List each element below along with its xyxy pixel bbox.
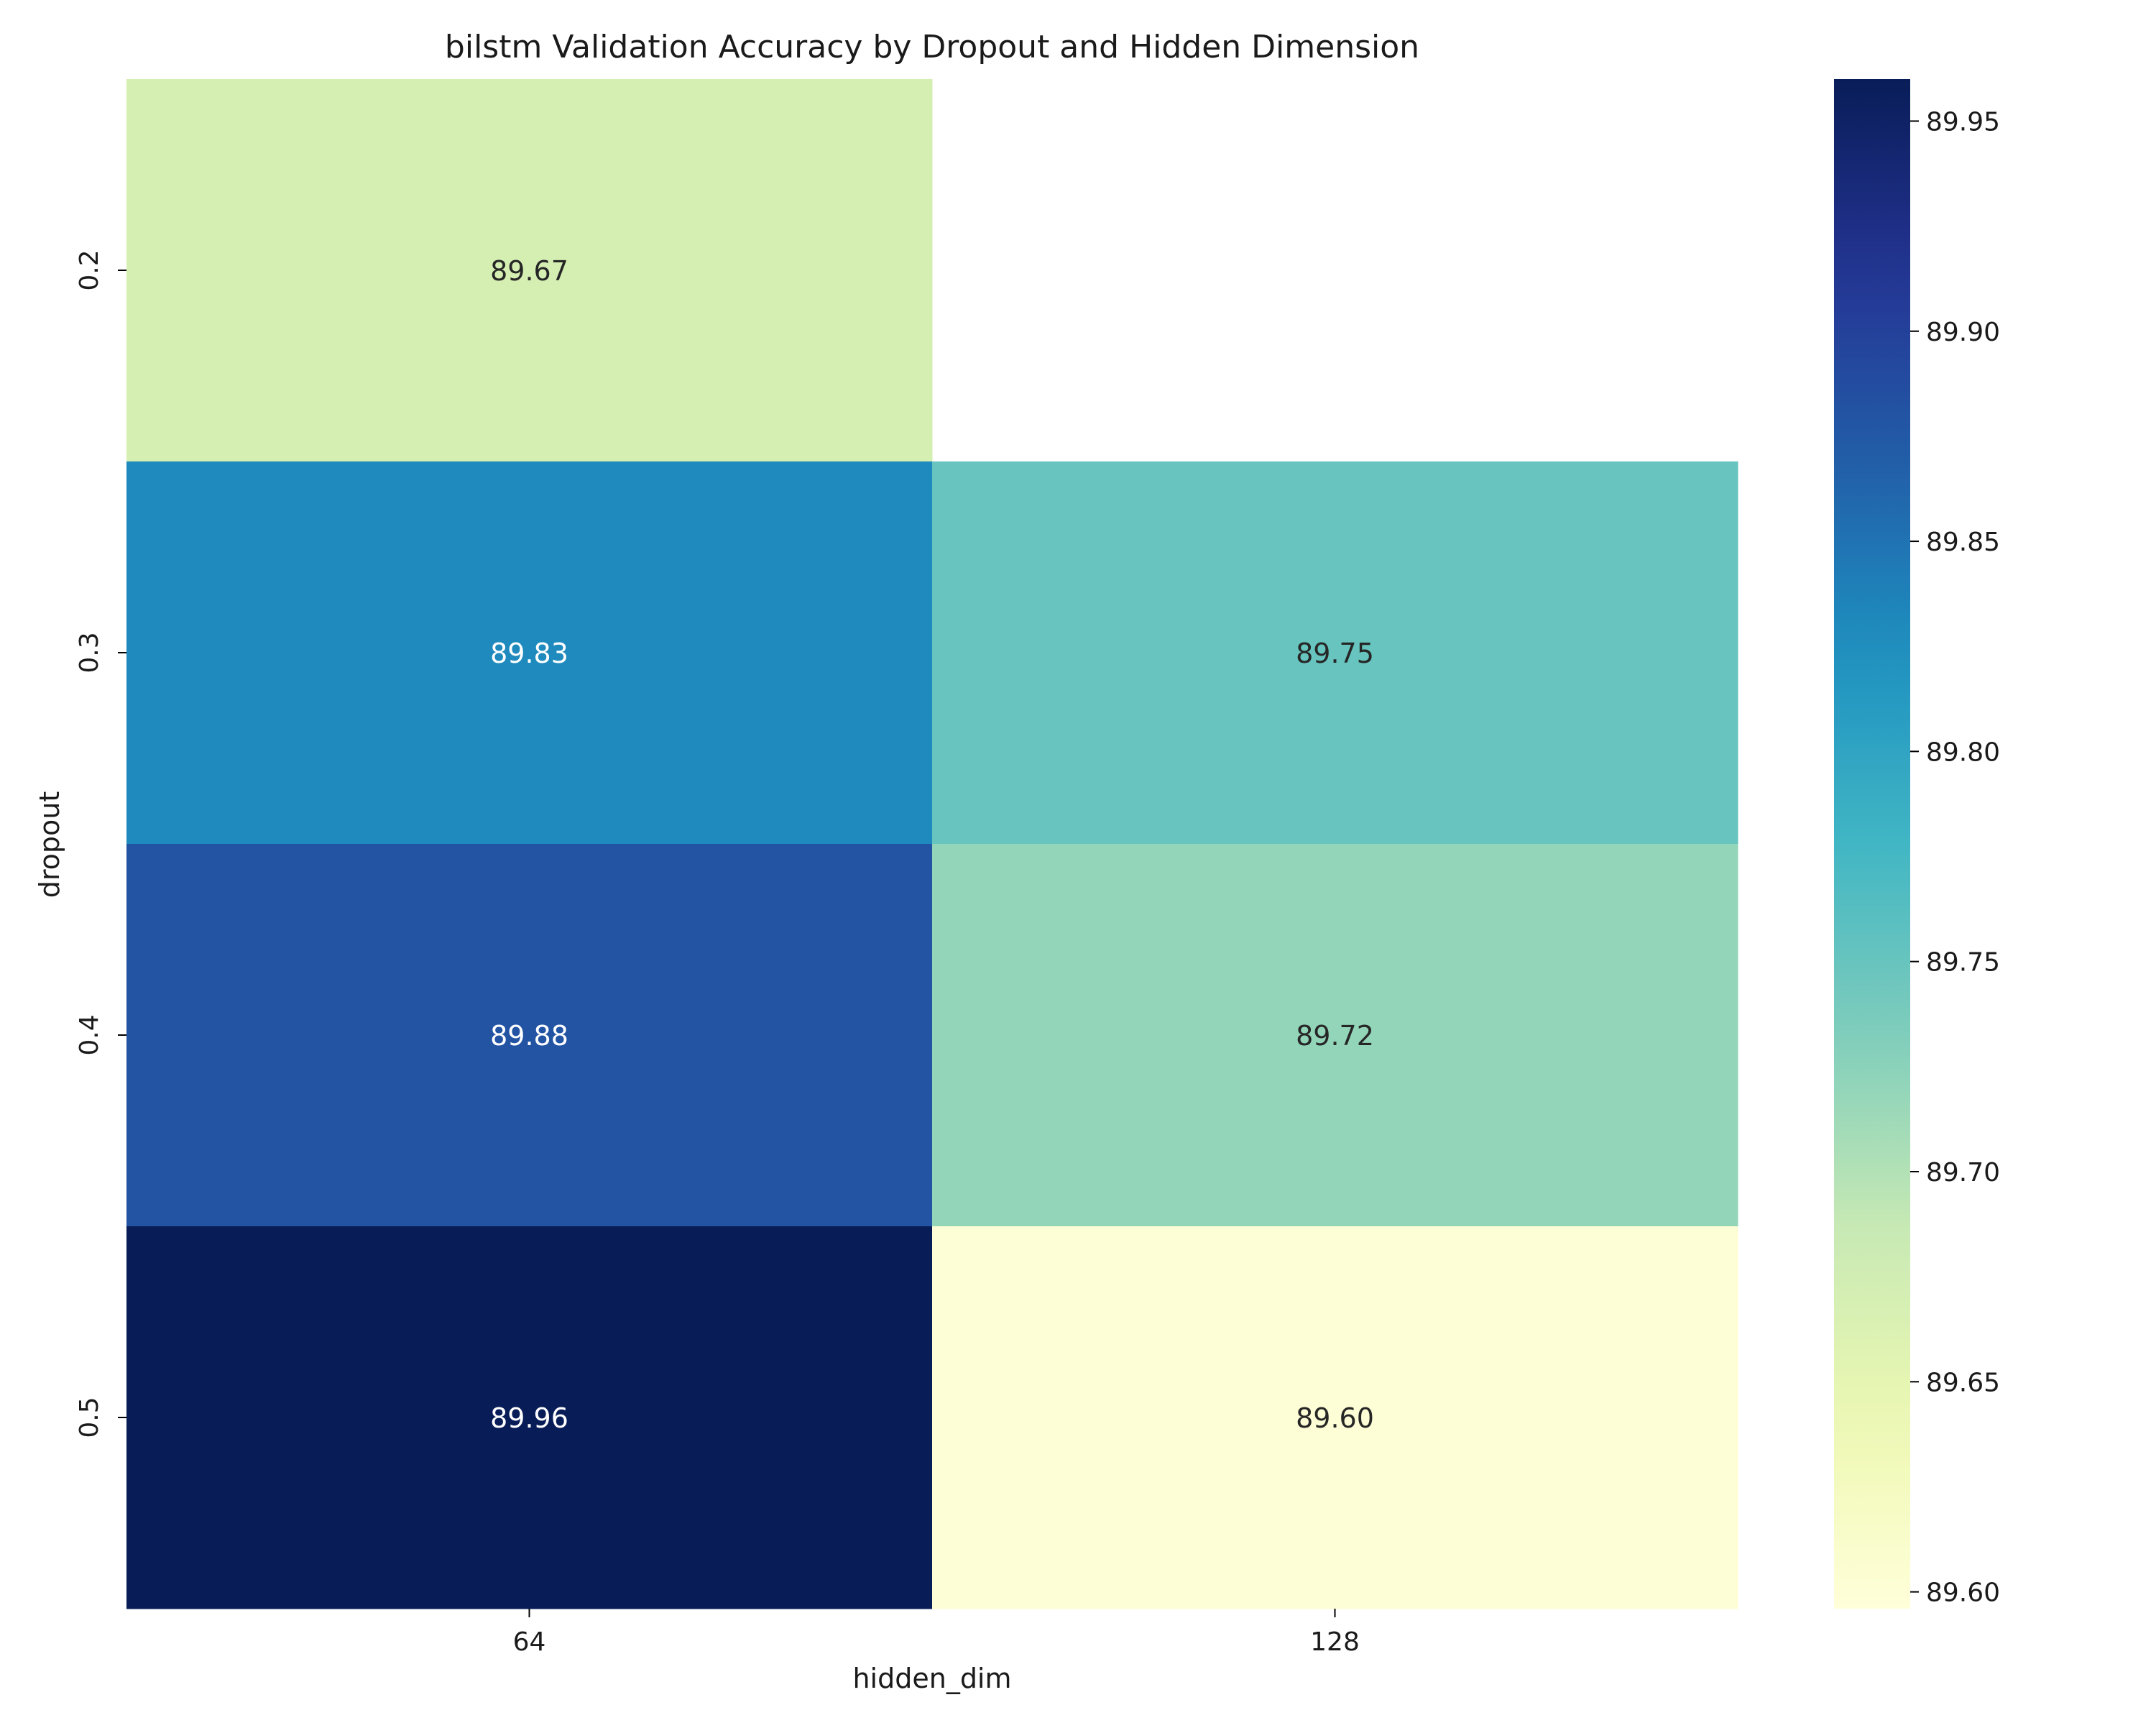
- colorbar-tick-label: 89.95: [1926, 107, 2000, 137]
- colorbar-tick-label: 89.65: [1926, 1368, 2000, 1397]
- colorbar-tick-label: 89.80: [1926, 737, 2000, 767]
- heatmap-cell: [126, 1226, 933, 1609]
- heatmap-cell: [126, 461, 933, 845]
- heatmap-cell: [932, 844, 1738, 1227]
- x-tick-label: 64: [513, 1627, 546, 1657]
- cell-value-label: 89.60: [1296, 1402, 1374, 1434]
- colorbar-gradient: [1834, 79, 1910, 1609]
- y-tick-label: 0.3: [75, 632, 104, 673]
- cell-value-label: 89.67: [490, 255, 568, 287]
- heatmap-cell: [126, 79, 933, 462]
- cell-value-label: 89.83: [490, 638, 568, 669]
- colorbar-tick-label: 89.85: [1926, 528, 2000, 557]
- y-tick-label: 0.2: [75, 249, 104, 290]
- x-tick-label: 128: [1310, 1627, 1360, 1657]
- cell-value-label: 89.88: [490, 1020, 568, 1052]
- y-axis: 0.2 0.3 0.4 0.5: [75, 249, 126, 1438]
- x-axis-label: hidden_dim: [852, 1663, 1011, 1694]
- cell-value-label: 89.75: [1296, 638, 1374, 669]
- colorbar-tick-label: 89.90: [1926, 318, 2000, 347]
- x-axis: 64 128: [513, 1609, 1360, 1657]
- colorbar-tick-label: 89.75: [1926, 948, 2000, 978]
- y-tick-label: 0.4: [75, 1014, 104, 1055]
- chart-title: bilstm Validation Accuracy by Dropout an…: [445, 29, 1419, 65]
- cell-value-label: 89.96: [490, 1402, 568, 1434]
- cell-labels: 89.67 89.83 89.75 89.88 89.72 89.96 89.60: [490, 255, 1374, 1434]
- heatmap-cell: [932, 461, 1738, 845]
- y-axis-label: dropout: [34, 791, 65, 899]
- colorbar-tick-label: 89.70: [1926, 1158, 2000, 1187]
- heatmap-cell: [126, 844, 933, 1227]
- colorbar-tick-label: 89.60: [1926, 1578, 2000, 1608]
- heatmap-cells: [126, 79, 1738, 1609]
- cell-value-label: 89.72: [1296, 1020, 1374, 1052]
- colorbar: 89.60 89.65 89.70 89.75 89.80 89.85 89.90 89.95: [1834, 79, 2000, 1609]
- y-tick-label: 0.5: [75, 1397, 104, 1438]
- heatmap-cell: [932, 1226, 1738, 1609]
